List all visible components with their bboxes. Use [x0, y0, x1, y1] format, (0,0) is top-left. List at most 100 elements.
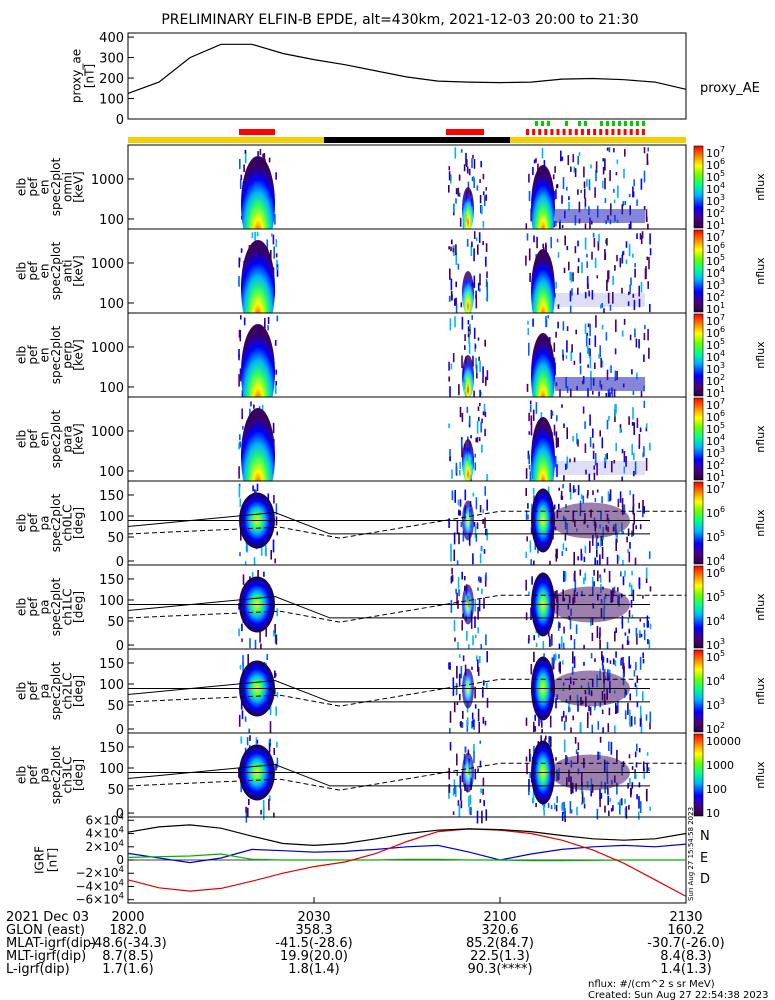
- spectrogram-speckle: [452, 353, 455, 363]
- status-tick-green: [636, 121, 639, 126]
- spectrogram-speckle: [558, 503, 560, 510]
- spectrogram-speckle: [450, 246, 452, 252]
- spectrogram-speckle: [456, 520, 459, 534]
- spectrogram-speckle: [532, 409, 535, 421]
- spectrogram-speckle: [451, 567, 453, 575]
- spectrogram-speckle: [570, 635, 572, 641]
- spectrogram-speckle: [478, 599, 481, 612]
- spectrogram-speckle: [551, 634, 553, 646]
- spectrogram-speckle: [628, 805, 630, 810]
- igrf-ylabel: IGRF [nT]: [32, 846, 59, 874]
- spectrogram-speckle: [547, 486, 550, 497]
- colorbar-tick: 106: [706, 409, 725, 424]
- spectrogram-speckle: [525, 551, 528, 558]
- spectrogram-speckle: [474, 616, 476, 629]
- colorbar-tick: 103: [706, 361, 725, 376]
- spectrogram-speckle: [612, 292, 614, 304]
- spectrogram-speckle: [647, 281, 649, 289]
- spectrogram-speckle: [576, 806, 578, 816]
- spectrogram-speckle: [450, 543, 452, 552]
- spectrogram-blob: [531, 333, 555, 417]
- spectrogram-speckle: [642, 691, 644, 702]
- spectrogram-speckle: [599, 345, 601, 358]
- spectrogram-speckle: [621, 798, 623, 806]
- status-tick-red: [532, 129, 536, 135]
- spectrogram-speckle: [609, 366, 612, 371]
- ylabel-line: pa: [38, 684, 52, 699]
- spectrogram-speckle: [478, 437, 481, 442]
- spectrogram-speckle: [556, 796, 558, 803]
- spectrogram-speckle: [462, 613, 464, 619]
- spectrogram-speckle: [597, 241, 600, 248]
- spectrogram-speckle: [541, 721, 543, 728]
- spectrogram-speckle: [477, 627, 479, 634]
- spectrogram-speckle: [467, 717, 469, 726]
- spectrogram-speckle: [478, 356, 480, 361]
- spectrogram-speckle: [486, 474, 488, 486]
- spectrogram-speckle: [599, 576, 602, 583]
- status-tick-green: [618, 121, 621, 126]
- spectrogram-speckle: [243, 317, 246, 326]
- ylabel-line: en: [38, 348, 52, 363]
- spectrogram-speckle: [455, 297, 457, 306]
- spectrogram-speckle: [586, 332, 588, 337]
- spectrogram-speckle: [525, 756, 528, 762]
- spectrogram-speckle: [557, 304, 560, 309]
- colorbar-tick: 106: [706, 325, 725, 340]
- ytick-label: 4×104: [86, 826, 124, 841]
- spectrogram-speckle: [561, 195, 563, 204]
- spectrogram-speckle: [615, 539, 617, 551]
- spectrogram-speckle: [525, 612, 528, 621]
- spectrogram-speckle: [482, 680, 485, 686]
- spectrogram-speckle: [621, 449, 624, 454]
- spectrogram-speckle: [584, 203, 587, 210]
- xaxis-row-value: 160.2: [667, 923, 704, 938]
- spectrogram-speckle: [475, 533, 478, 542]
- spectrogram-speckle: [604, 805, 606, 813]
- spectrogram-blob: [462, 271, 474, 315]
- spectrogram-speckle: [615, 627, 617, 633]
- colorbar-tick: 10: [706, 807, 720, 820]
- igrf-line-D: [127, 828, 687, 897]
- spectrogram-speckle: [594, 658, 596, 663]
- spectrogram-speckle: [622, 201, 625, 207]
- spectrogram-speckle: [479, 360, 481, 372]
- spectrogram-speckle: [527, 514, 529, 520]
- spectrogram-speckle: [590, 164, 592, 169]
- colorbar-tick: 101: [706, 469, 725, 484]
- spectrogram-speckle: [619, 491, 622, 503]
- spectrogram-speckle: [589, 414, 591, 426]
- spectrogram-speckle: [627, 301, 630, 306]
- spectrogram-speckle: [633, 513, 635, 525]
- spectrogram-speckle: [594, 705, 596, 711]
- spectrogram-speckle: [588, 473, 591, 486]
- spectrogram-speckle: [472, 719, 474, 727]
- spectrogram-speckle: [573, 457, 576, 463]
- spectrogram-speckle: [565, 715, 567, 722]
- spectrogram-speckle: [586, 261, 588, 268]
- status-tick-red: [641, 129, 645, 135]
- spectrogram-speckle: [475, 294, 477, 299]
- spectrogram-speckle: [609, 798, 611, 802]
- spectrogram-speckle: [638, 285, 640, 297]
- spectrogram-speckle: [466, 166, 469, 174]
- spectrogram-speckle: [532, 797, 534, 804]
- spectrogram-speckle: [617, 498, 620, 507]
- spectrogram-speckle: [614, 265, 616, 271]
- spectrogram-speckle: [645, 427, 648, 432]
- spectrogram-speckle: [474, 704, 477, 709]
- colorbar-label: nflux: [754, 257, 767, 285]
- spectrogram-speckle: [557, 621, 560, 631]
- spectrogram-speckle: [460, 666, 463, 679]
- spectrogram-speckle: [276, 267, 278, 271]
- colorbar-tick: 104: [706, 349, 725, 364]
- spectrogram-speckle: [555, 221, 557, 227]
- spectrogram-speckle: [596, 489, 599, 493]
- spectrogram-speckle: [553, 220, 555, 228]
- spectrogram-speckle: [622, 559, 624, 567]
- spectrogram-speckle: [486, 651, 488, 663]
- spectrogram-speckle: [604, 177, 606, 190]
- spectrogram-speckle: [564, 235, 566, 246]
- spectrogram-speckle: [448, 518, 450, 528]
- proxy-ae-line: [127, 43, 687, 94]
